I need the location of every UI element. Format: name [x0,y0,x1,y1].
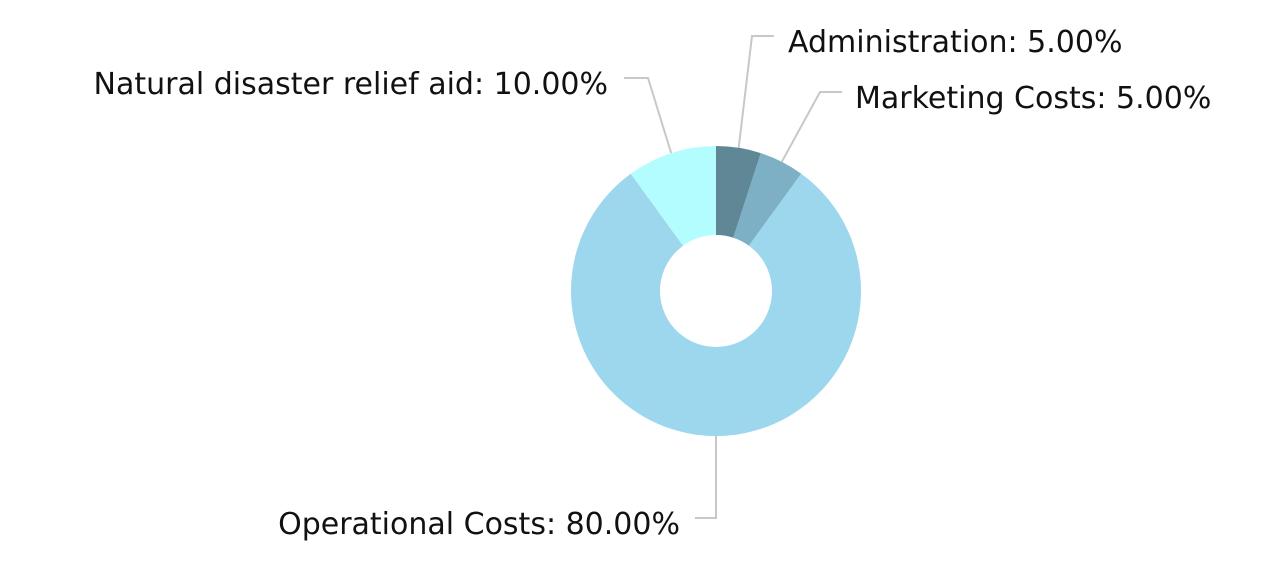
slices-layer [570,146,862,437]
slice-operational-costs[interactable] [570,173,862,437]
leader-line-natural-disaster-relief-aid [624,77,673,154]
leader-line-marketing-costs [780,91,842,163]
label-operational-costs: Operational Costs: 80.00% [278,507,680,542]
label-administration: Administration: 5.00% [788,25,1122,60]
leader-line-administration [737,35,774,148]
label-natural-disaster-relief-aid: Natural disaster relief aid: 10.00% [94,67,608,102]
leader-line-operational-costs [695,436,717,519]
leader-lines-layer [624,35,842,519]
label-marketing-costs: Marketing Costs: 5.00% [855,81,1211,116]
slice-marketing-costs[interactable] [733,153,802,246]
labels-layer: Administration: 5.00% Marketing Costs: 5.… [94,25,1212,542]
slice-natural-disaster-relief-aid[interactable] [630,146,716,246]
slice-administration[interactable] [716,146,761,238]
